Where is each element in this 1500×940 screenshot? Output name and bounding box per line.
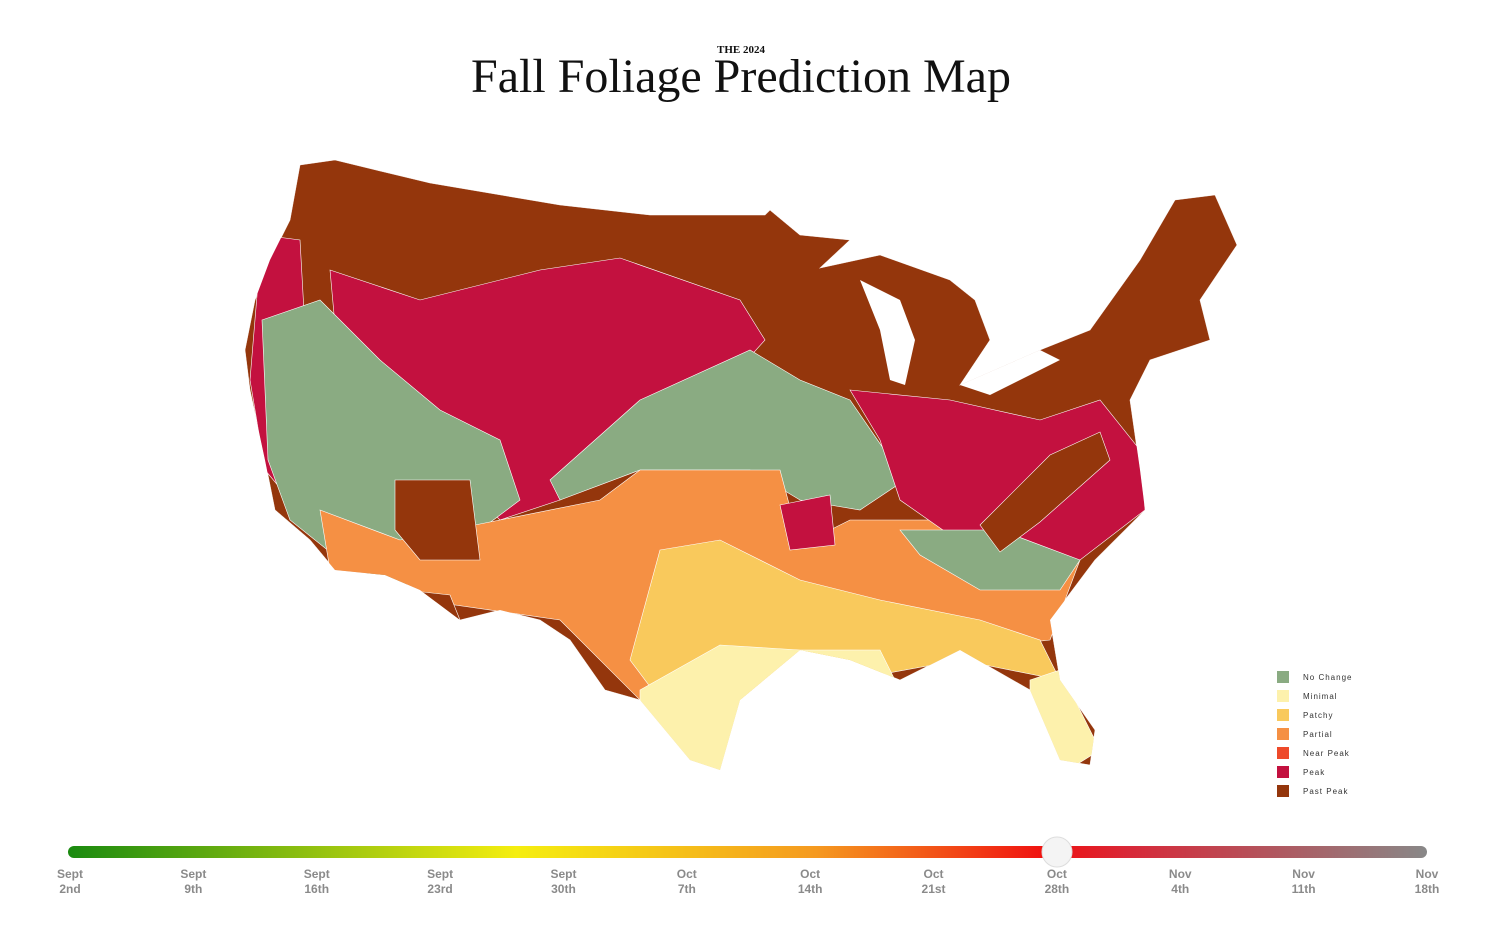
legend-label: Peak	[1303, 768, 1325, 777]
legend-swatch	[1277, 709, 1289, 721]
tick-day: 4th	[1171, 882, 1189, 896]
tick-month: Oct	[800, 867, 820, 881]
legend-label: Near Peak	[1303, 749, 1350, 758]
tick-day: 21st	[922, 882, 946, 896]
lake	[960, 350, 1060, 395]
timeline-labels: Sept2ndSept9thSept16thSept23rdSept30thOc…	[57, 867, 1439, 896]
tick-day: 16th	[304, 882, 329, 896]
legend-swatch	[1277, 766, 1289, 778]
timeline-track	[68, 846, 1427, 858]
tick-month: Nov	[1416, 867, 1439, 881]
tick-day: 23rd	[427, 882, 452, 896]
tick-day: 14th	[798, 882, 823, 896]
tick-day: 9th	[184, 882, 202, 896]
tick-month: Oct	[1047, 867, 1067, 881]
tick-day: 28th	[1045, 882, 1070, 896]
legend-label: Partial	[1303, 730, 1333, 739]
tick-month: Oct	[924, 867, 944, 881]
tick-month: Sept	[427, 867, 453, 881]
tick-day: 30th	[551, 882, 576, 896]
legend-swatch	[1277, 785, 1289, 797]
legend-swatch	[1277, 671, 1289, 683]
tick-month: Oct	[677, 867, 697, 881]
timeline-thumb[interactable]	[1041, 836, 1073, 868]
legend-label: No Change	[1303, 673, 1352, 682]
legend-swatch	[1277, 728, 1289, 740]
title: Fall Foliage Prediction Map	[471, 50, 1011, 103]
tick-day: 11th	[1292, 882, 1316, 896]
tick-month: Nov	[1169, 867, 1192, 881]
kicker: THE 2024	[717, 44, 765, 56]
map-region	[394, 479, 481, 561]
tick-day: 2nd	[59, 882, 80, 896]
map-region	[979, 431, 1111, 553]
map-region	[779, 494, 836, 551]
tick-month: Sept	[180, 867, 206, 881]
legend-label: Past Peak	[1303, 787, 1348, 796]
legend-swatch	[1277, 747, 1289, 759]
map-region	[849, 389, 1146, 561]
lake	[860, 280, 915, 385]
legend-label: Patchy	[1303, 711, 1333, 720]
tick-day: 7th	[678, 882, 696, 896]
tick-month: Sept	[550, 867, 576, 881]
legend-label: Minimal	[1303, 692, 1338, 701]
tick-day: 18th	[1415, 882, 1440, 896]
us-map	[245, 160, 1237, 770]
tick-month: Sept	[57, 867, 83, 881]
tick-month: Nov	[1292, 867, 1315, 881]
legend: No Change Minimal Patchy Partial Near Peak Pe…	[1277, 671, 1352, 797]
legend-swatch	[1277, 690, 1289, 702]
tick-month: Sept	[304, 867, 330, 881]
